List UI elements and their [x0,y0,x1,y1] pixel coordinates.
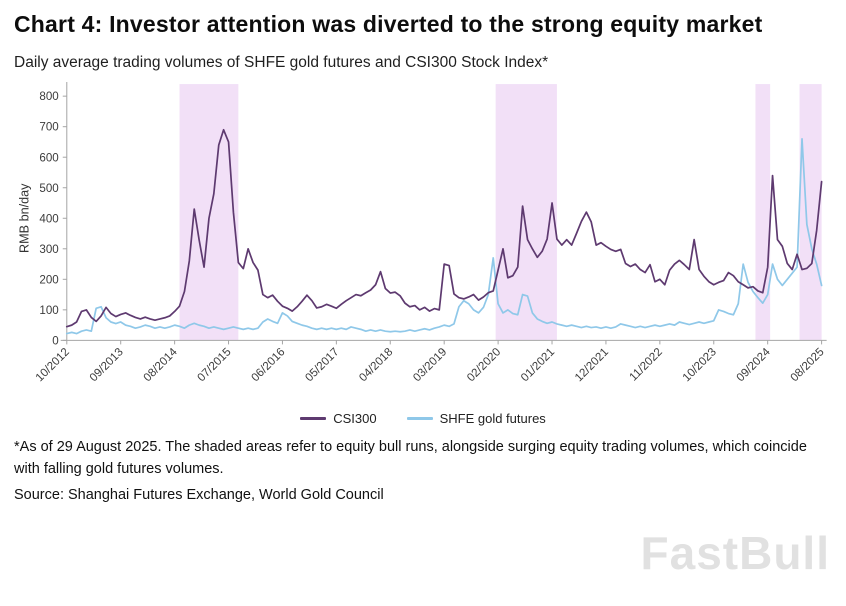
svg-text:200: 200 [39,273,58,286]
source-line: Source: Shanghai Futures Exchange, World… [14,486,384,503]
svg-text:12/2021: 12/2021 [572,345,611,384]
svg-text:10/2023: 10/2023 [680,345,719,384]
svg-text:0: 0 [52,334,58,347]
svg-text:09/2013: 09/2013 [87,345,126,384]
legend-item-csi300: CSI300 [300,410,377,426]
svg-text:300: 300 [39,243,58,256]
svg-text:RMB bn/day: RMB bn/day [17,183,31,253]
legend-label-csi300: CSI300 [333,410,377,426]
svg-text:08/2014: 08/2014 [141,345,180,384]
footnote: *As of 29 August 2025. The shaded areas … [14,438,807,478]
svg-text:05/2017: 05/2017 [303,345,342,384]
svg-text:500: 500 [39,182,58,195]
svg-text:08/2025: 08/2025 [788,345,827,384]
legend-item-shfe-gold-futures: SHFE gold futures [406,410,546,426]
chart-area: 0 100 200 300 400 500 600 700 800 10/2012 09/2013 0… [14,78,832,411]
svg-text:04/2018: 04/2018 [357,345,396,384]
svg-text:06/2016: 06/2016 [249,345,288,384]
svg-text:02/2020: 02/2020 [464,345,503,384]
csi300-line-swatch [300,416,327,420]
svg-text:09/2024: 09/2024 [734,345,773,384]
svg-text:01/2021: 01/2021 [518,345,557,384]
svg-text:03/2019: 03/2019 [411,345,450,384]
svg-text:07/2015: 07/2015 [195,345,234,384]
watermark: FastBull [640,527,830,579]
chart-page: Chart 4: Investor attention was diverted… [14,11,832,503]
svg-text:10/2012: 10/2012 [33,345,72,384]
svg-text:100: 100 [39,304,58,317]
svg-text:400: 400 [39,212,58,225]
legend-label-shfe-gold-futures: SHFE gold futures [439,410,546,426]
svg-text:800: 800 [39,90,58,103]
svg-text:11/2022: 11/2022 [627,345,665,383]
shfe-line-swatch [406,416,433,420]
svg-text:600: 600 [39,151,58,164]
line-chart: 0 100 200 300 400 500 600 700 800 10/2012 09/2013 0… [17,81,827,384]
svg-text:700: 700 [39,121,58,134]
chart-legend: CSI300 SHFE gold futures [14,411,832,426]
chart-subtitle: Daily average trading volumes of SHFE go… [14,53,549,71]
chart-title: Chart 4: Investor attention was diverted… [14,11,763,37]
